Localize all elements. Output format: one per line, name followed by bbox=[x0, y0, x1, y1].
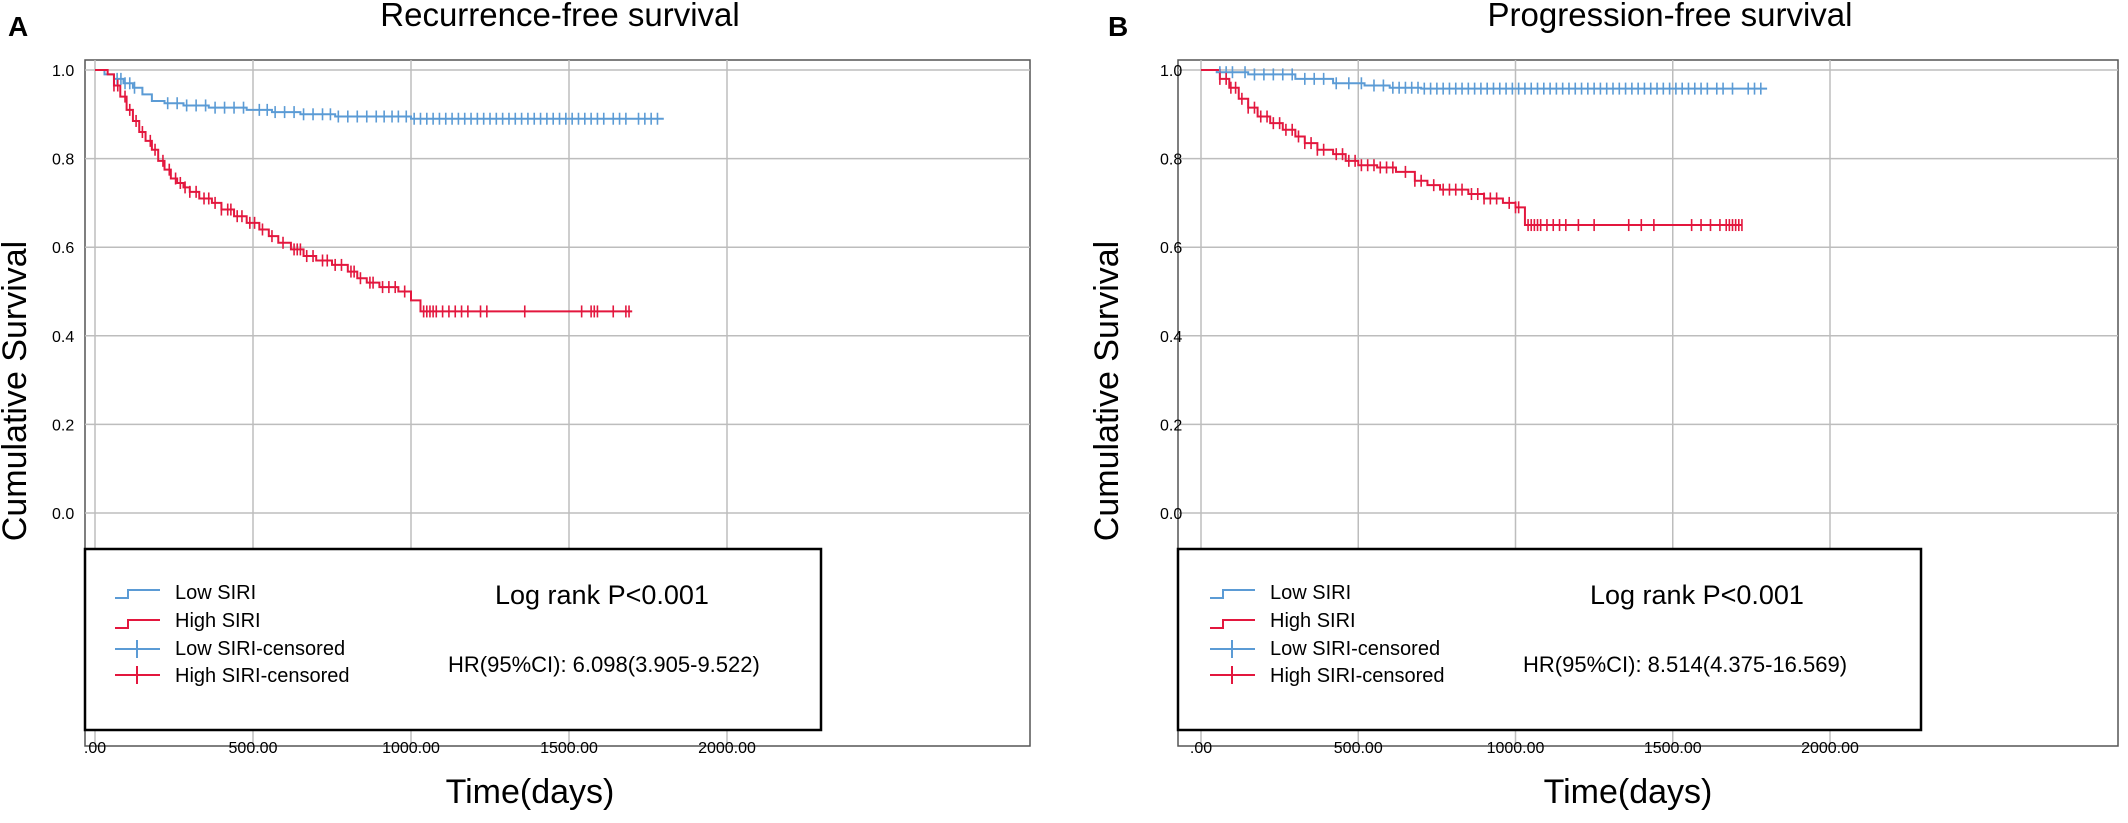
survival-curve-high-siri bbox=[1201, 69, 1742, 227]
y-tick-label: 0.8 bbox=[1160, 152, 1182, 169]
panel-a-plot-frame bbox=[84, 59, 1031, 747]
y-tick-label: 1.0 bbox=[52, 63, 74, 80]
panel-a-curves bbox=[95, 69, 664, 313]
panel-a-censor-marks bbox=[113, 72, 659, 318]
panel-b-y-ticks: 0.0 0.2 0.4 0.6 0.8 1.0 bbox=[1160, 63, 1182, 523]
panel-a-legend-swatch-high-censored bbox=[115, 666, 160, 684]
x-tick-label: 1000.00 bbox=[382, 740, 440, 757]
panel-a-legend-swatch-high bbox=[115, 619, 160, 629]
x-tick-label: 500.00 bbox=[1334, 740, 1383, 757]
panel-b: B Progression-free survival 0.0 0.2 0.4 0.6… bbox=[1088, 0, 2119, 811]
x-tick-label: .00 bbox=[84, 740, 106, 757]
panel-a-y-axis-label: Cumulative Survival bbox=[0, 241, 34, 541]
panel-b-legend-box: Low SIRI High SIRI Low SIRI-censored Hig… bbox=[1176, 547, 1923, 732]
y-tick-label: 0.0 bbox=[52, 506, 74, 523]
y-tick-label: 0.2 bbox=[52, 417, 74, 434]
panel-b-legend-label-high-censored: High SIRI-censored bbox=[1270, 665, 1445, 687]
panel-b-legend-label-low: Low SIRI bbox=[1270, 582, 1351, 604]
x-tick-label: .00 bbox=[1190, 740, 1212, 757]
panel-b-label: B bbox=[1108, 11, 1128, 42]
panel-b-censor-marks bbox=[1219, 66, 1762, 232]
panel-a-hr-annotation: HR(95%CI): 6.098(3.905-9.522) bbox=[448, 652, 760, 677]
y-tick-label: 0.0 bbox=[1160, 506, 1182, 523]
panel-b-legend-label-high: High SIRI bbox=[1270, 610, 1356, 632]
panel-a-legend-swatch-low-censored bbox=[115, 640, 160, 658]
panel-a-log-rank-annotation: Log rank P<0.001 bbox=[495, 580, 709, 610]
panel-b-legend-swatch-low-censored bbox=[1210, 640, 1255, 658]
x-tick-label: 1500.00 bbox=[1644, 740, 1702, 757]
x-tick-label: 500.00 bbox=[229, 740, 278, 757]
panel-a-legend-label-low-censored: Low SIRI-censored bbox=[175, 638, 345, 660]
y-tick-label: 1.0 bbox=[1160, 63, 1182, 80]
panel-a-legend-frame bbox=[83, 547, 823, 732]
panel-b-x-ticks: .00 500.00 1000.00 1500.00 2000.00 bbox=[1190, 740, 1859, 757]
x-tick-label: 1500.00 bbox=[540, 740, 598, 757]
panel-b-legend-label-low-censored: Low SIRI-censored bbox=[1270, 638, 1440, 660]
panel-b-legend-swatch-high bbox=[1210, 619, 1255, 629]
panel-a-label: A bbox=[8, 11, 28, 42]
x-tick-label: 2000.00 bbox=[698, 740, 756, 757]
panel-a-legend-swatch-low bbox=[115, 589, 160, 599]
panel-a-legend-box: Low SIRI High SIRI Low SIRI-censored Hig… bbox=[83, 547, 823, 732]
panel-b-legend-frame bbox=[1176, 547, 1923, 732]
panel-a-x-axis-label: Time(days) bbox=[446, 773, 615, 811]
panel-b-hr-annotation: HR(95%CI): 8.514(4.375-16.569) bbox=[1523, 652, 1847, 677]
panel-a-legend-label-low: Low SIRI bbox=[175, 582, 256, 604]
panel-a-y-ticks: 0.0 0.2 0.4 0.6 0.8 1.0 bbox=[52, 63, 74, 523]
y-tick-label: 0.6 bbox=[52, 240, 74, 257]
panel-a: A Recurrence-free survival 0.00.20.40.60… bbox=[0, 0, 1031, 811]
panel-a-legend-label-high-censored: High SIRI-censored bbox=[175, 665, 350, 687]
y-tick-label: 0.4 bbox=[1160, 329, 1182, 346]
survival-curve-high-siri bbox=[95, 69, 633, 313]
panel-a-legend-label-high: High SIRI bbox=[175, 610, 261, 632]
panel-a-title: Recurrence-free survival bbox=[380, 0, 739, 33]
y-tick-label: 0.8 bbox=[52, 152, 74, 169]
y-tick-label: 0.4 bbox=[52, 329, 74, 346]
x-tick-label: 2000.00 bbox=[1801, 740, 1859, 757]
y-tick-label: 0.2 bbox=[1160, 417, 1182, 434]
panel-b-legend-swatch-low bbox=[1210, 589, 1255, 599]
panel-b-legend-swatch-high-censored bbox=[1210, 666, 1255, 684]
panel-b-x-axis-label: Time(days) bbox=[1544, 773, 1713, 811]
survival-curve-low-siri bbox=[95, 69, 664, 120]
panel-b-y-axis-label: Cumulative Survival bbox=[1088, 241, 1126, 541]
panel-b-title: Progression-free survival bbox=[1488, 0, 1853, 33]
x-tick-label: 1000.00 bbox=[1487, 740, 1545, 757]
panel-a-x-ticks: .00 500.00 1000.00 1500.00 2000.00 bbox=[84, 740, 756, 757]
panel-b-plot-frame bbox=[1177, 59, 2119, 747]
panel-b-log-rank-annotation: Log rank P<0.001 bbox=[1590, 580, 1804, 610]
y-tick-label: 0.6 bbox=[1160, 240, 1182, 257]
